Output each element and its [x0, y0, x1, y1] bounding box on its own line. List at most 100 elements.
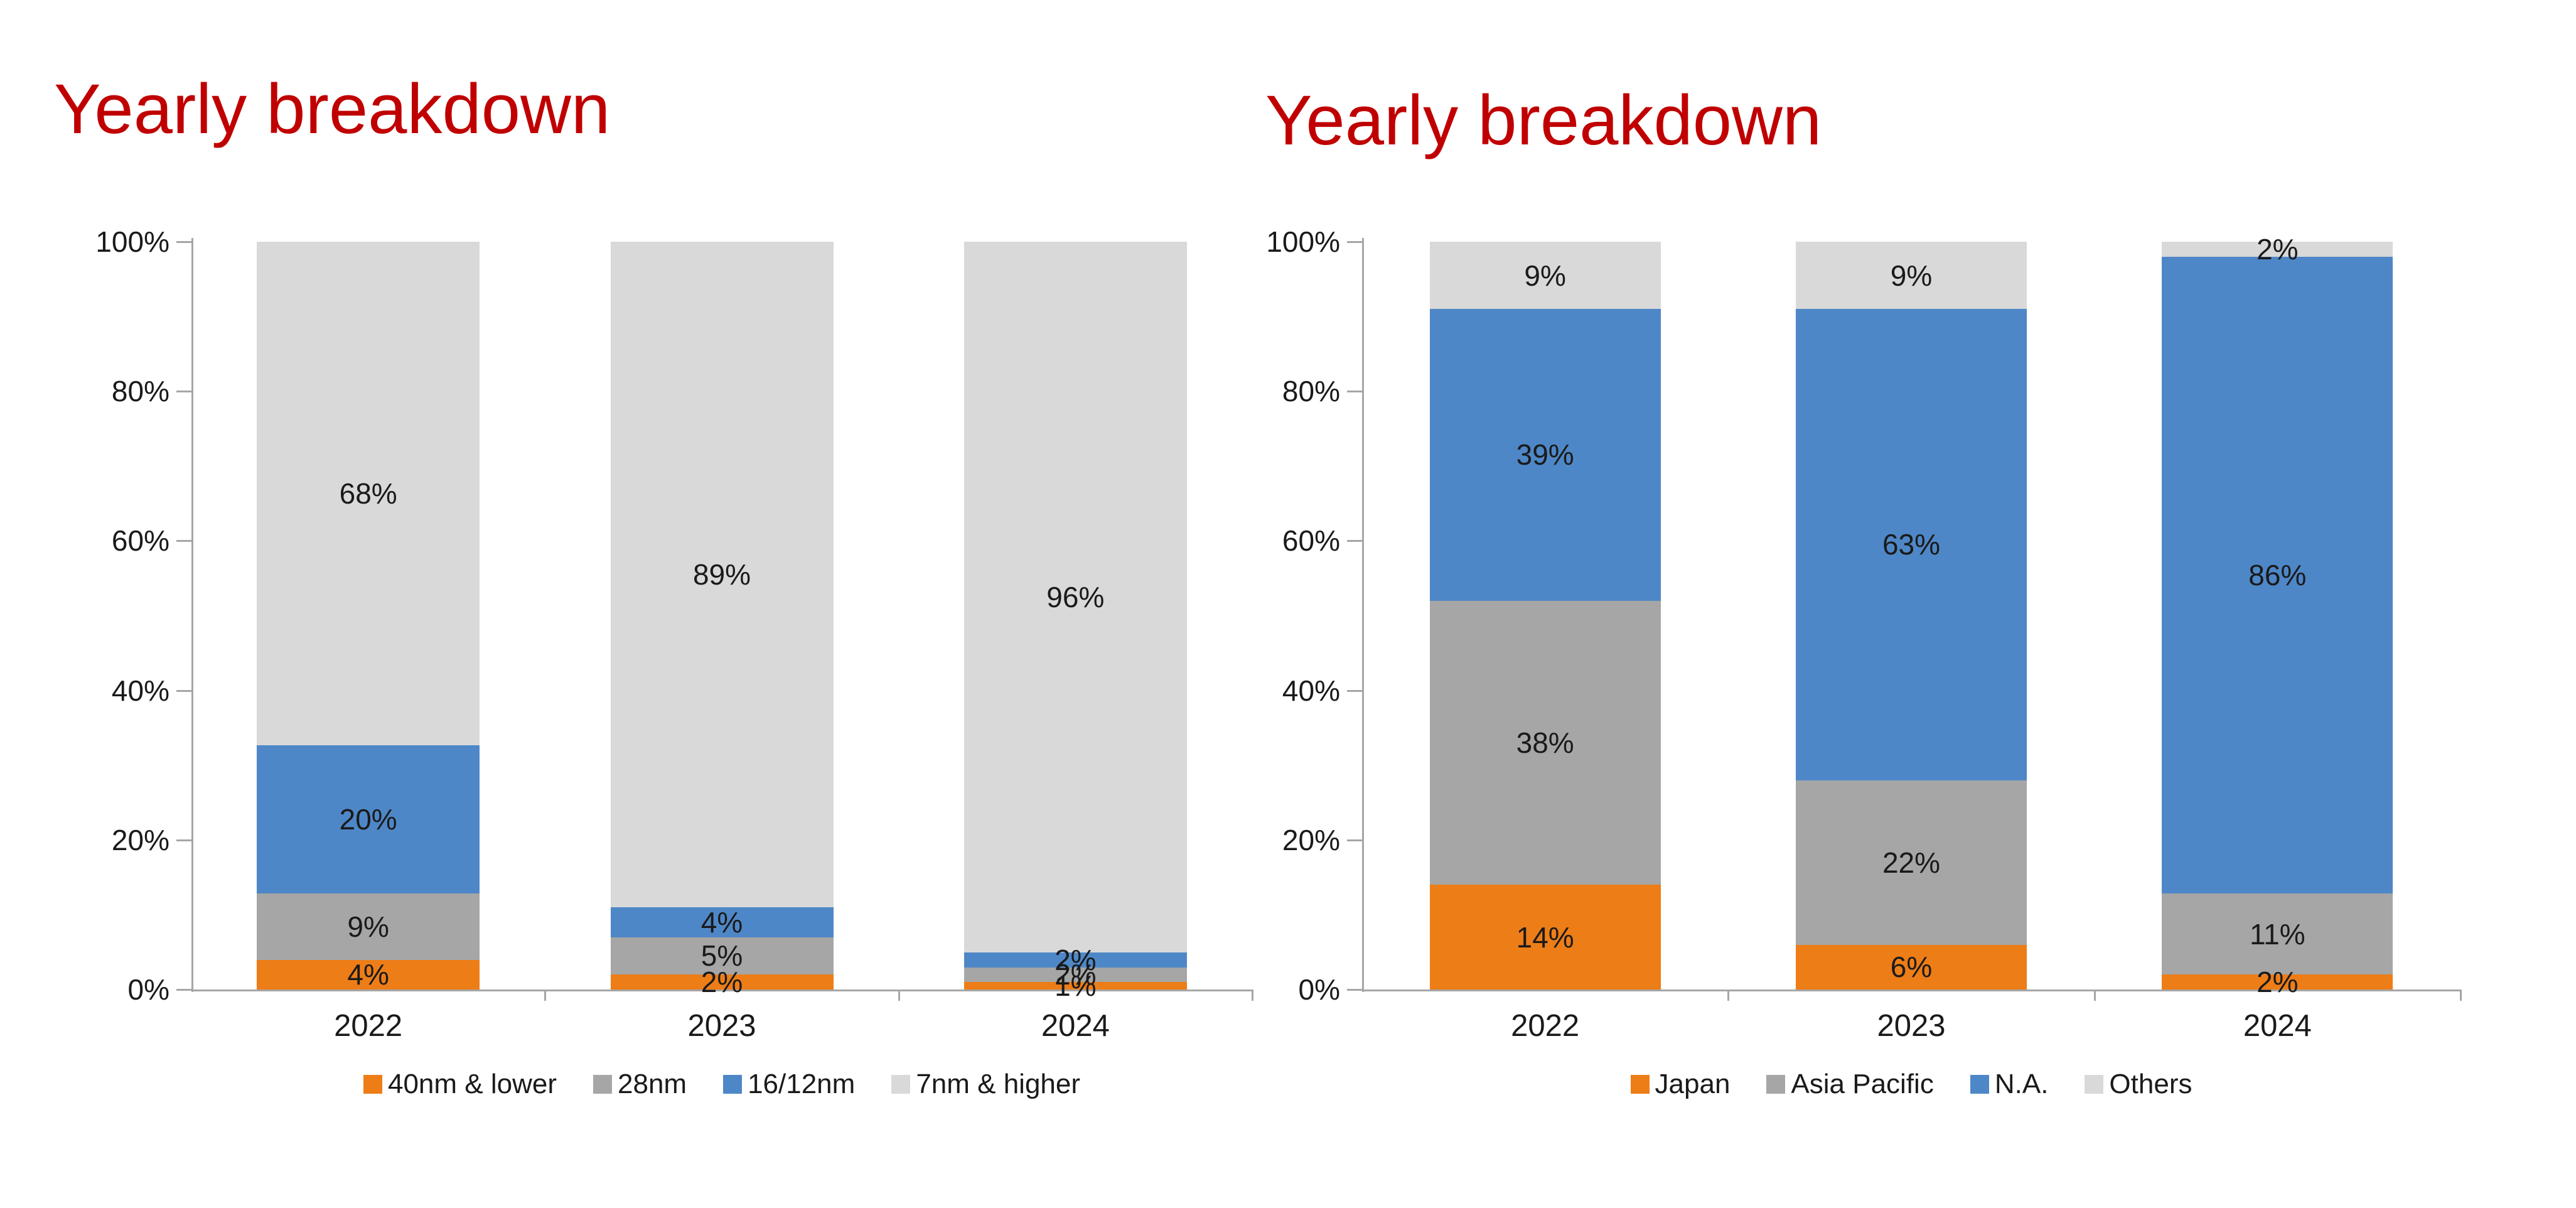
- y-axis-tick: [1347, 540, 1362, 542]
- segment-label: 4%: [347, 958, 389, 991]
- bar-segment: [257, 893, 480, 960]
- y-axis-tick: [176, 839, 191, 841]
- y-axis-tick: [1347, 839, 1362, 841]
- chart-title-left: Yearly breakdown: [54, 70, 611, 148]
- bar-segment: [1430, 309, 1661, 601]
- y-tick-label: 80%: [1282, 375, 1340, 407]
- segment-label: 2%: [700, 966, 743, 998]
- bar-segment: [1430, 242, 1661, 310]
- category-axis-tick: [1252, 990, 1253, 1001]
- y-axis-line: [191, 238, 193, 992]
- legend-label: N.A.: [1994, 1069, 2049, 1099]
- bar-segment: [257, 745, 480, 893]
- segment-label: 2%: [1055, 958, 1097, 991]
- x-axis-line: [1362, 990, 2461, 991]
- category-axis-tick: [2094, 990, 2096, 1001]
- category-label: 2023: [687, 1009, 756, 1043]
- bar-segment: [1796, 944, 2027, 990]
- y-axis-tick: [176, 690, 191, 692]
- category-label: 2024: [2243, 1009, 2312, 1043]
- segment-label: 22%: [1882, 846, 1941, 879]
- legend-label: Others: [2109, 1069, 2192, 1099]
- y-axis-line: [1362, 238, 1364, 992]
- y-tick-label: 0%: [127, 973, 169, 1006]
- bar-segment: [611, 937, 834, 975]
- bar-segment: [257, 242, 480, 745]
- segment-label: 9%: [347, 910, 389, 943]
- segment-label: 38%: [1516, 726, 1574, 759]
- legend-label: 16/12nm: [748, 1069, 856, 1099]
- legend-item: Others: [2085, 1069, 2192, 1100]
- y-axis-tick: [1347, 241, 1362, 243]
- chart-title-right: Yearly breakdown: [1265, 81, 1822, 159]
- bar-segment: [1430, 885, 1661, 990]
- segment-label: 63%: [1882, 528, 1941, 561]
- y-tick-label: 60%: [1282, 524, 1340, 557]
- legend-swatch: [723, 1075, 743, 1094]
- y-axis-tick: [1347, 391, 1362, 392]
- category-label: 2022: [1511, 1009, 1580, 1043]
- bar-segment: [2162, 974, 2393, 990]
- legend-swatch: [363, 1075, 382, 1094]
- segment-label: 89%: [692, 558, 751, 591]
- category-label: 2024: [1041, 1009, 1110, 1043]
- bar-segment: [257, 959, 480, 990]
- y-axis-tick: [1347, 690, 1362, 692]
- segment-label: 6%: [1890, 951, 1933, 983]
- bar-segment: [611, 907, 834, 937]
- segment-label: 96%: [1046, 581, 1105, 613]
- segment-label: 39%: [1516, 438, 1574, 471]
- bar-segment: [964, 952, 1187, 968]
- bar-segment: [611, 974, 834, 990]
- y-axis-tick: [1347, 989, 1362, 991]
- x-axis-line: [191, 990, 1252, 991]
- category-label: 2023: [1877, 1009, 1946, 1043]
- segment-label: 11%: [2250, 918, 2305, 951]
- segment-label: 2%: [2257, 966, 2299, 998]
- category-axis-tick: [2460, 990, 2462, 1001]
- chart-legend: 40nm & lower 28nm 16/12nm 7nm & higher: [191, 1069, 1252, 1100]
- y-tick-label: 20%: [1282, 824, 1340, 856]
- chart-legend: Japan Asia Pacific N.A. Others: [1362, 1069, 2461, 1100]
- segment-label: 86%: [2248, 559, 2307, 591]
- segment-label: 4%: [700, 906, 743, 939]
- legend-swatch: [593, 1075, 612, 1094]
- bar-segment: [964, 242, 1187, 953]
- y-tick-label: 60%: [111, 524, 169, 557]
- legend-swatch: [1766, 1075, 1786, 1094]
- legend-swatch: [1970, 1075, 1989, 1094]
- bar-segment: [2162, 242, 2393, 257]
- legend-item: N.A.: [1970, 1069, 2049, 1100]
- bar-segment: [964, 982, 1187, 990]
- legend-item: Japan: [1630, 1069, 1731, 1100]
- y-axis-tick: [176, 989, 191, 991]
- y-tick-label: 20%: [111, 824, 169, 856]
- category-axis-tick: [898, 990, 900, 1001]
- legend-item: 40nm & lower: [363, 1069, 557, 1100]
- bar-segment: [2162, 893, 2393, 975]
- legend-label: 7nm & higher: [916, 1069, 1081, 1099]
- category-axis-tick: [1727, 990, 1729, 1001]
- legend-item: 7nm & higher: [891, 1069, 1080, 1100]
- y-axis-tick: [176, 540, 191, 542]
- segment-label: 9%: [1524, 259, 1566, 292]
- legend-item: 28nm: [593, 1069, 687, 1100]
- y-tick-label: 80%: [111, 375, 169, 407]
- bar-segment: [2162, 256, 2393, 893]
- bar-segment: [1796, 309, 2027, 780]
- segment-label: 68%: [339, 477, 397, 510]
- bar-segment: [1430, 600, 1661, 885]
- legend-swatch: [2085, 1075, 2104, 1094]
- segment-label: 5%: [700, 939, 743, 972]
- y-axis-tick: [176, 391, 191, 392]
- segment-label: 2%: [1055, 944, 1097, 976]
- category-label: 2022: [334, 1009, 403, 1043]
- legend-label: Japan: [1655, 1069, 1731, 1099]
- y-tick-label: 0%: [1298, 973, 1340, 1006]
- y-tick-label: 40%: [1282, 674, 1340, 707]
- legend-swatch: [1630, 1075, 1650, 1094]
- legend-swatch: [891, 1075, 911, 1094]
- segment-label: 2%: [2257, 233, 2299, 266]
- bar-segment: [964, 967, 1187, 983]
